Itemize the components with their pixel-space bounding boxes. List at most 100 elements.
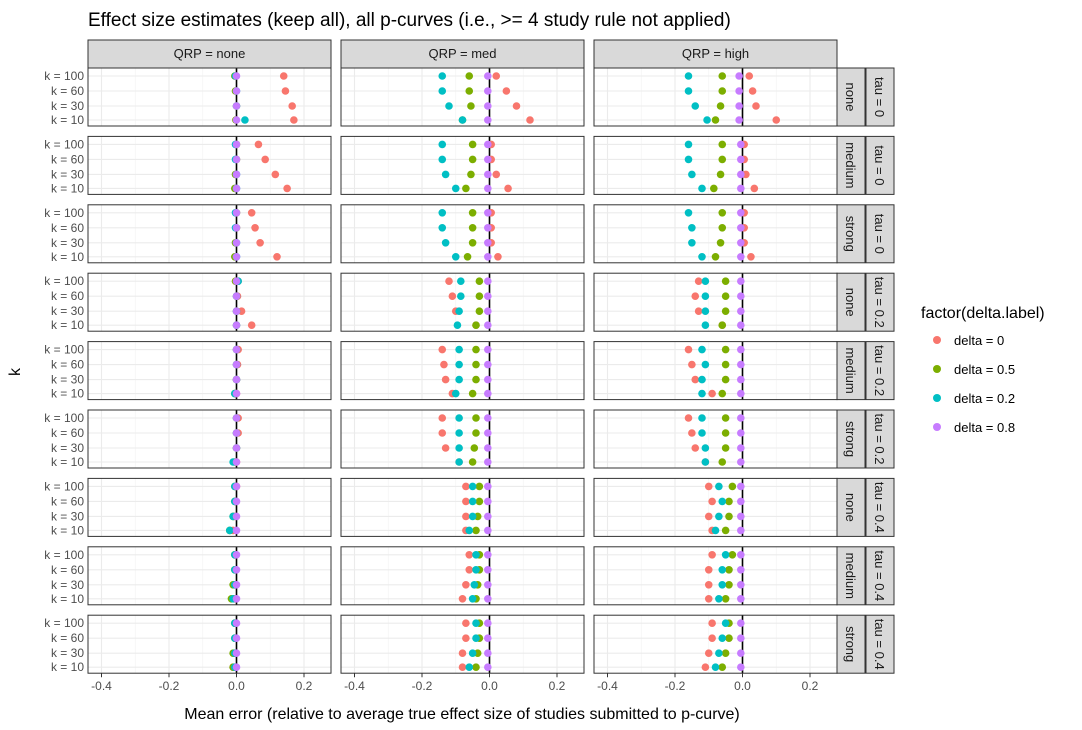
y-tick-label: k = 30 bbox=[51, 167, 84, 181]
data-point bbox=[484, 116, 492, 124]
y-tick-label: k = 60 bbox=[51, 563, 84, 577]
data-point bbox=[484, 482, 492, 491]
data-point bbox=[465, 526, 474, 535]
row-strip-outer-label: tau = 0.2 bbox=[872, 345, 887, 396]
data-point bbox=[484, 444, 492, 452]
data-point bbox=[232, 444, 241, 452]
data-point bbox=[468, 224, 477, 232]
data-point bbox=[691, 375, 700, 384]
data-point bbox=[455, 360, 463, 369]
data-point bbox=[691, 444, 700, 452]
data-point bbox=[737, 429, 745, 437]
column-strip: QRP = high bbox=[593, 39, 838, 69]
row-strip: strong tau = 0.2 bbox=[836, 409, 895, 469]
data-point bbox=[704, 482, 713, 491]
row-strip-outer-label: tau = 0 bbox=[872, 145, 887, 185]
facet-panel bbox=[593, 135, 838, 195]
chart-title: Effect size estimates (keep all), all p-… bbox=[88, 10, 731, 31]
data-point bbox=[701, 360, 710, 369]
legend-label: delta = 0.2 bbox=[954, 391, 1015, 406]
panel-border bbox=[340, 477, 585, 537]
data-point bbox=[232, 102, 241, 110]
facet-panel bbox=[340, 67, 585, 127]
data-point bbox=[232, 429, 241, 437]
facet-panel bbox=[87, 341, 332, 401]
panel-border bbox=[340, 409, 585, 469]
data-point bbox=[232, 389, 241, 398]
data-point bbox=[445, 102, 453, 110]
data-point bbox=[737, 239, 745, 247]
data-point bbox=[747, 252, 755, 261]
data-point bbox=[504, 184, 512, 193]
data-point bbox=[502, 87, 511, 95]
data-point bbox=[708, 389, 716, 398]
data-point bbox=[484, 72, 492, 80]
panel-border bbox=[340, 341, 585, 401]
data-point bbox=[470, 444, 479, 452]
data-point bbox=[711, 663, 720, 671]
data-point bbox=[438, 72, 447, 80]
data-point bbox=[484, 87, 492, 95]
data-point bbox=[735, 116, 743, 124]
facet-panel bbox=[593, 409, 838, 469]
data-point bbox=[254, 140, 263, 149]
data-point bbox=[232, 170, 241, 179]
data-point bbox=[465, 566, 474, 574]
y-tick-label: k = 10 bbox=[51, 181, 84, 195]
data-point bbox=[725, 634, 733, 642]
row-strip-outer-label: tau = 0.4 bbox=[872, 619, 887, 670]
data-point bbox=[737, 551, 745, 559]
data-point bbox=[232, 663, 241, 671]
data-point bbox=[715, 482, 723, 491]
data-point bbox=[440, 360, 448, 369]
legend-item: delta = 0 bbox=[933, 333, 1004, 348]
panel-border bbox=[87, 204, 332, 264]
data-point bbox=[472, 526, 480, 535]
row-strip: medium tau = 0.4 bbox=[836, 546, 895, 606]
data-point bbox=[708, 551, 716, 559]
row-strip: none tau = 0 bbox=[836, 67, 895, 127]
data-point bbox=[468, 239, 477, 247]
data-point bbox=[468, 497, 477, 506]
y-tick-label: k = 100 bbox=[44, 343, 84, 357]
y-tick-label: k = 10 bbox=[51, 660, 84, 674]
data-point bbox=[688, 360, 696, 369]
data-point bbox=[455, 444, 463, 452]
data-point bbox=[468, 140, 477, 149]
data-point bbox=[737, 170, 745, 179]
panel-background bbox=[88, 410, 331, 468]
facet-panel bbox=[87, 614, 332, 674]
data-point bbox=[232, 551, 241, 559]
data-point bbox=[281, 87, 290, 95]
data-point bbox=[455, 458, 463, 466]
data-point bbox=[484, 595, 492, 603]
data-point bbox=[737, 497, 745, 506]
facet-panel bbox=[87, 204, 332, 264]
data-point bbox=[721, 414, 730, 422]
data-point bbox=[484, 389, 492, 398]
data-point bbox=[470, 581, 479, 589]
row-strip-outer-label: tau = 0 bbox=[872, 77, 887, 117]
data-point bbox=[737, 292, 745, 301]
y-tick-label: k = 60 bbox=[51, 152, 84, 166]
data-point bbox=[465, 551, 474, 559]
data-point bbox=[725, 497, 733, 506]
data-point bbox=[691, 292, 700, 301]
data-point bbox=[688, 429, 696, 437]
data-point bbox=[484, 252, 492, 261]
data-point bbox=[721, 595, 730, 603]
data-point bbox=[716, 239, 725, 247]
y-tick-label: k = 30 bbox=[51, 373, 84, 387]
facet-panel bbox=[593, 67, 838, 127]
data-point bbox=[462, 634, 470, 642]
row-strip-outer-label: tau = 0 bbox=[872, 214, 887, 254]
data-point bbox=[462, 497, 470, 506]
data-point bbox=[256, 239, 264, 247]
data-point bbox=[704, 566, 713, 574]
data-point bbox=[484, 458, 492, 466]
y-tick-label: k = 30 bbox=[51, 509, 84, 523]
data-point bbox=[737, 444, 745, 452]
y-axis-title: k bbox=[7, 367, 24, 376]
data-point bbox=[462, 482, 470, 491]
data-point bbox=[737, 458, 745, 466]
